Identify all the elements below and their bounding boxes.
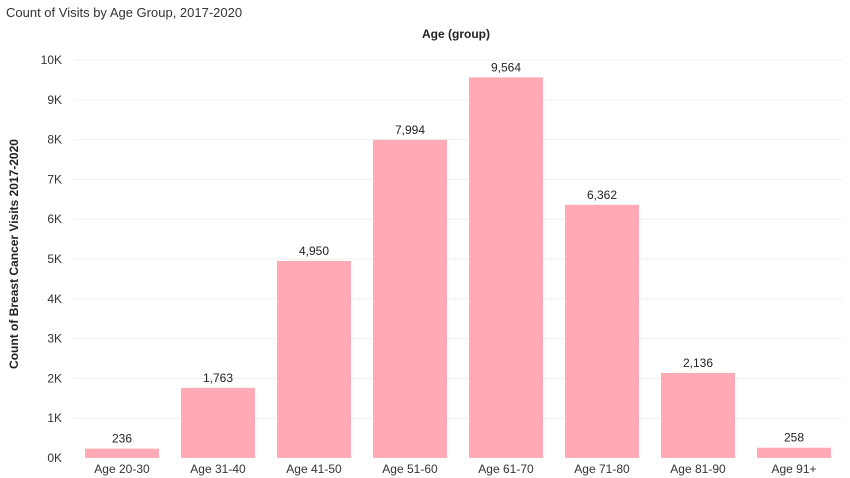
y-tick-label: 9K — [47, 93, 62, 107]
y-tick-label: 7K — [47, 172, 62, 186]
bar — [277, 260, 351, 458]
data-label: 9,564 — [491, 60, 521, 74]
bar — [181, 387, 255, 458]
bar — [661, 372, 735, 458]
bar — [85, 448, 159, 458]
y-tick-label: 2K — [47, 371, 62, 385]
chart-title: Count of Visits by Age Group, 2017-2020 — [6, 5, 243, 20]
x-tick-label: Age 41-50 — [286, 462, 342, 476]
data-label: 4,950 — [299, 244, 329, 258]
data-label: 6,362 — [587, 188, 617, 202]
y-tick-label: 0K — [47, 451, 62, 465]
x-tick-label: Age 81-90 — [670, 462, 726, 476]
bar — [757, 447, 831, 458]
x-tick-label: Age 71-80 — [574, 462, 630, 476]
x-tick-label: Age 20-30 — [94, 462, 150, 476]
y-tick-label: 10K — [41, 53, 62, 67]
x-axis-categories: Age 20-30 Age 31-40 Age 41-50 Age 51-60 Age … — [94, 462, 816, 476]
gridlines — [74, 59, 842, 419]
bars — [85, 77, 831, 459]
data-label: 7,994 — [395, 123, 425, 137]
x-tick-label: Age 51-60 — [382, 462, 438, 476]
y-tick-label: 8K — [47, 133, 62, 147]
x-tick-label: Age 31-40 — [190, 462, 246, 476]
y-axis-ticks: 0K 1K 2K 3K 4K 5K 6K 7K 8K 9K 10K — [41, 53, 62, 465]
y-tick-label: 5K — [47, 252, 62, 266]
y-tick-label: 4K — [47, 292, 62, 306]
y-tick-label: 3K — [47, 332, 62, 346]
data-labels: 236 1,763 4,950 7,994 9,564 6,362 2,136 258 — [112, 60, 804, 445]
y-axis-title: Count of Breast Cancer Visits 2017-2020 — [7, 139, 21, 369]
x-tick-label: Age 91+ — [771, 462, 816, 476]
bar — [373, 139, 447, 458]
bar — [469, 77, 543, 459]
data-label: 258 — [784, 431, 804, 445]
y-tick-label: 6K — [47, 212, 62, 226]
data-label: 2,136 — [683, 356, 713, 370]
data-label: 236 — [112, 432, 132, 446]
bar — [565, 204, 639, 458]
x-tick-label: Age 61-70 — [478, 462, 534, 476]
data-label: 1,763 — [203, 371, 233, 385]
x-axis-title: Age (group) — [422, 27, 490, 41]
y-tick-label: 1K — [47, 411, 62, 425]
